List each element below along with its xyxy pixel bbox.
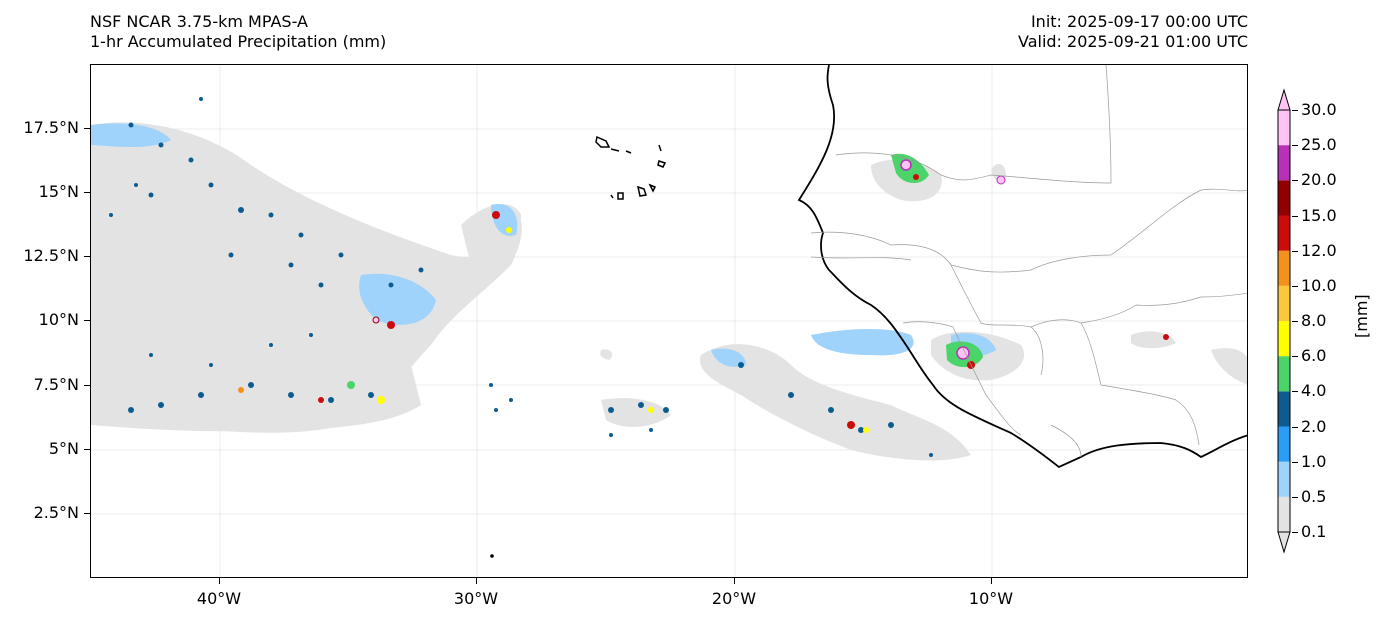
colorbar-label: 2.0 [1301,416,1327,436]
colorbar-tick [1292,321,1298,322]
colorbar-label: 10.0 [1301,275,1337,295]
init-time: Init: 2025-09-17 00:00 UTC [1030,12,1248,31]
colorbar-swatch [1278,285,1290,321]
colorbar-label: 15.0 [1301,205,1337,225]
colorbar-swatch [1278,321,1290,357]
coastline [797,65,1247,469]
map-frame [90,64,1248,578]
lat-label-7-5: 7.5°N [33,375,79,394]
colorbar-tick [1292,180,1298,182]
colorbar-label: 8.0 [1301,311,1327,330]
country-borders [810,65,1247,458]
lat-tick [84,192,90,193]
lon-label-20w: 20°W [711,589,757,608]
colorbar-border [1277,109,1291,533]
colorbar-extend-max [1277,88,1291,111]
colorbar-swatch [1278,250,1290,286]
colorbar-tick [1292,285,1298,287]
colorbar: 0.1 0.5 1.0 2.0 4.0 6.0 8.0 10.0 12.0 15.0 20.0 25.… [1268,88,1368,558]
precip-cells [109,97,933,457]
colorbar-label: 1.0 [1301,451,1327,471]
cape-verde-islands [595,135,667,200]
precip-intense-cells [238,153,1169,433]
lat-label-15: 15°N [38,182,79,201]
colorbar-swatch [1278,110,1290,146]
precip-light-areas [91,122,1247,461]
colorbar-label: 0.1 [1301,522,1327,541]
lat-label-2-5: 2.5°N [33,503,79,522]
lon-tick [734,578,735,584]
colorbar-tick [1292,461,1298,463]
colorbar-label: 20.0 [1301,170,1337,190]
lon-label-30w: 30°W [453,589,499,608]
lat-tick [84,449,90,450]
island-dot [490,554,494,558]
colorbar-swatch [1278,356,1290,392]
lat-label-5: 5°N [48,439,79,458]
colorbar-swatch [1278,461,1290,497]
colorbar-tick [1292,391,1298,393]
lon-label-40w: 40°W [196,589,242,608]
colorbar-swatch [1278,145,1290,181]
colorbar-swatch [1278,496,1290,532]
colorbar-swatch [1278,180,1290,216]
model-title: NSF NCAR 3.75-km MPAS-A [90,12,308,31]
colorbar-tick [1292,250,1298,252]
precip-map [91,65,1247,577]
colorbar-tick [1292,110,1298,111]
lon-tick [476,578,477,584]
lon-tick [219,578,220,584]
colorbar-unit: [mm] [1352,294,1371,338]
colorbar-label: 25.0 [1301,135,1337,155]
field-title: 1-hr Accumulated Precipitation (mm) [90,32,387,51]
colorbar-label: 30.0 [1301,100,1337,119]
lon-label-10w: 10°W [968,589,1014,608]
colorbar-tick [1292,215,1298,217]
colorbar-tick [1292,356,1298,358]
lat-tick [84,320,90,321]
lat-label-10: 10°N [38,310,79,329]
colorbar-swatch [1278,391,1290,427]
colorbar-tick [1292,426,1298,428]
title-left: NSF NCAR 3.75-km MPAS-A 1-hr Accumulated… [90,12,386,52]
colorbar-label: 4.0 [1301,381,1327,401]
lat-tick [84,256,90,257]
lat-tick [84,128,90,129]
lat-tick [84,385,90,386]
colorbar-swatch [1278,426,1290,462]
lon-tick [991,578,992,584]
colorbar-swatches [1277,88,1291,554]
colorbar-swatch [1278,215,1290,251]
valid-time: Valid: 2025-09-21 01:00 UTC [1017,32,1248,51]
colorbar-tick [1292,145,1298,147]
lat-tick [84,513,90,514]
colorbar-label: 0.5 [1301,486,1327,506]
lat-label-12-5: 12.5°N [23,246,79,265]
colorbar-label: 6.0 [1301,346,1327,366]
title-right: Init: 2025-09-17 00:00 UTC Valid: 2025-0… [1018,12,1248,52]
precip-blue-areas [91,123,996,367]
colorbar-label: 12.0 [1301,240,1337,260]
lat-label-17-5: 17.5°N [23,118,79,137]
colorbar-tick [1292,496,1298,498]
colorbar-extend-min [1277,531,1291,554]
colorbar-tick [1292,532,1298,533]
